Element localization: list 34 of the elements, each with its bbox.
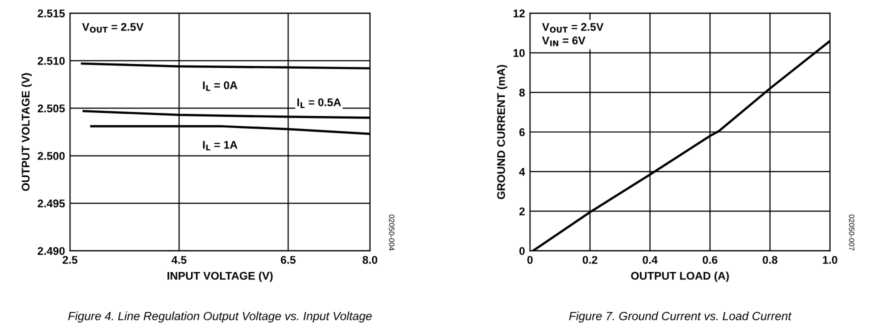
- series-label: I$_{L}$ = 0A: [203, 81, 238, 91]
- y-tick-label: 2.500: [38, 152, 65, 160]
- y-tick-label: 2.495: [38, 200, 65, 208]
- x-tick-label: 0: [527, 256, 533, 264]
- text: V$_{OUT}$ = 2.5V V$_{IN}$ = 6V: [542, 22, 604, 46]
- text: Figure 7. Ground Current vs. Load Current: [569, 312, 792, 323]
- x-tick-label: 1.0: [822, 256, 838, 264]
- x-tick-label: 4.5: [172, 256, 187, 264]
- x-tick-label: 2.5: [62, 256, 78, 264]
- y-tick-label: 2.505: [38, 104, 65, 112]
- text: Figure 4. Line Regulation Output Voltage vs. Input Voltage: [68, 312, 372, 323]
- x-axis-title: OUTPUT LOAD (A): [631, 272, 729, 282]
- y-tick-label: 8: [519, 88, 525, 97]
- y-tick-label: 2: [519, 207, 525, 216]
- y-tick-label: 6: [519, 128, 525, 136]
- x-tick-label: 0.2: [582, 256, 598, 264]
- x-tick-label: 0.4: [642, 256, 658, 264]
- y-tick-label: 12: [513, 9, 525, 18]
- x-axis-title: INPUT VOLTAGE (V): [168, 272, 273, 282]
- x-tick-label: 0.8: [762, 256, 778, 264]
- y-tick-label: 2.490: [38, 247, 65, 255]
- x-tick-label: 8.0: [362, 256, 378, 264]
- annotation: V$_{OUT}$ = 2.5V: [82, 22, 144, 33]
- series-label: I$_{L}$ = 0.5A: [297, 98, 341, 108]
- y-axis-title: GROUND CURRENT (mA): [496, 64, 508, 200]
- y-tick-label: 4: [519, 168, 526, 176]
- y-tick-label: 10: [513, 49, 525, 57]
- series-label: I$_{L}$ = 1A: [203, 140, 238, 150]
- x-tick-label: 6.5: [280, 256, 296, 264]
- x-tick-label: 0.6: [702, 256, 718, 264]
- y-tick-label: 2.510: [38, 56, 65, 65]
- y-tick-label: 0: [519, 247, 525, 255]
- y-axis-title: OUTPUT VOLTAGE (V): [21, 73, 32, 191]
- y-tick-label: 2.515: [38, 9, 65, 18]
